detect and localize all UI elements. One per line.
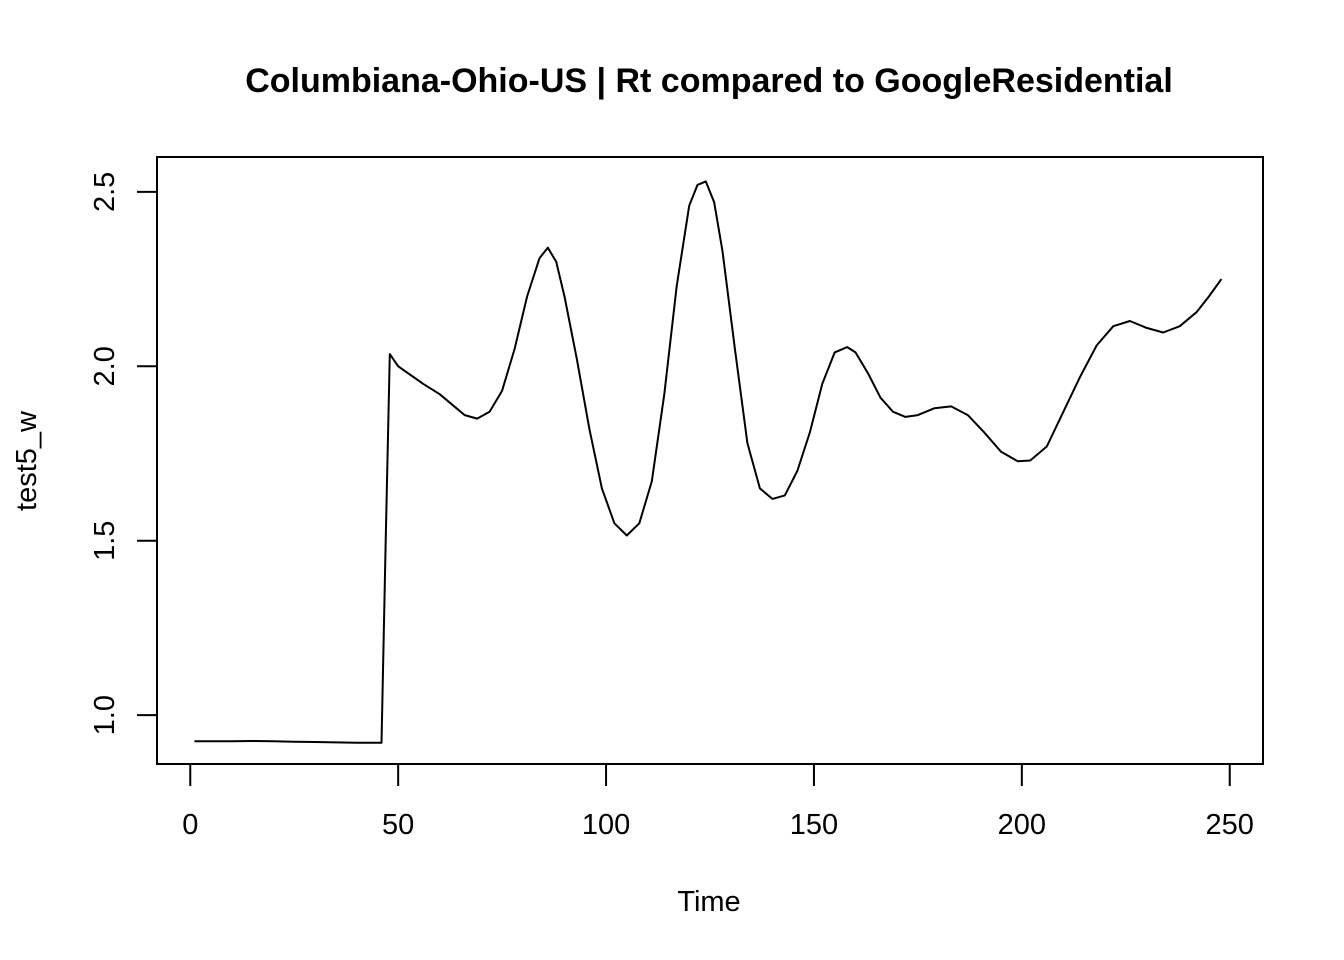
y-axis-label: test5_w <box>11 410 43 511</box>
x-tick-label: 250 <box>1206 809 1254 841</box>
chart-title: Columbiana-Ohio-US | Rt compared to Goog… <box>245 62 1173 100</box>
y-tick-label: 2.0 <box>89 346 121 386</box>
x-tick-label: 200 <box>998 809 1046 841</box>
x-axis-label: Time <box>677 886 740 918</box>
x-tick-label: 50 <box>382 809 414 841</box>
y-tick-label: 1.5 <box>89 521 121 561</box>
x-tick-label: 150 <box>790 809 838 841</box>
y-tick-label: 1.0 <box>89 695 121 735</box>
plot-frame <box>156 156 1264 765</box>
x-tick-label: 0 <box>182 809 198 841</box>
y-axis: 1.0 1.5 2.0 2.5 <box>89 172 158 735</box>
x-tick-label: 100 <box>582 809 630 841</box>
series-line <box>194 180 1223 744</box>
x-axis: 0 50 100 150 200 250 <box>182 763 1254 841</box>
y-tick-label: 2.5 <box>89 172 121 212</box>
